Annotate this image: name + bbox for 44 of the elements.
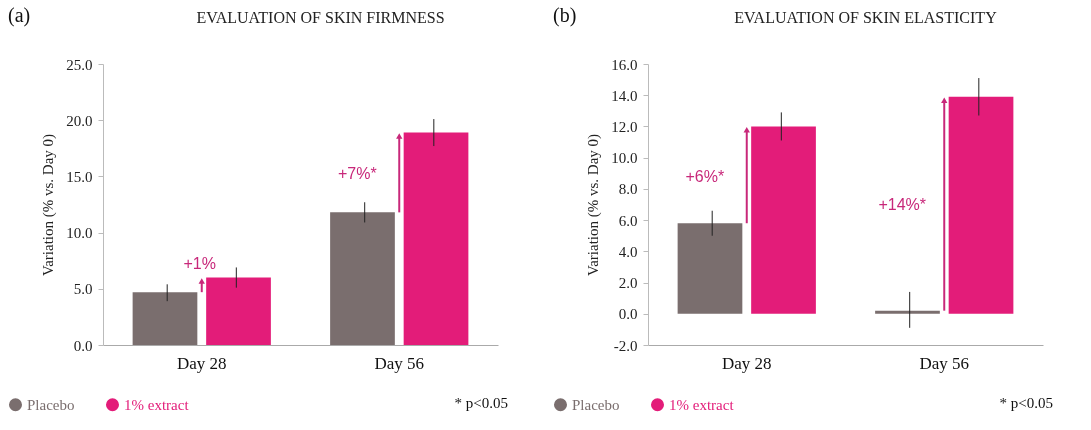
- x-tick-label: Day 28: [721, 353, 772, 373]
- y-tick-label: -2.0: [613, 337, 638, 354]
- y-tick-label: 5.0: [73, 281, 93, 298]
- text: (b): [553, 4, 577, 27]
- annotation: +14%*: [878, 196, 927, 214]
- y-tick-label: 10.0: [611, 150, 638, 167]
- annotation: +1%: [183, 255, 216, 273]
- text: * p<0.05: [999, 395, 1053, 411]
- y-tick-label: 0.0: [618, 306, 638, 323]
- y-axis-title: Variation (% vs. Day 0): [40, 133, 58, 277]
- x-tick-label: Day 56: [919, 353, 970, 373]
- legend-label: 1% extract: [669, 396, 735, 413]
- text: (a): [8, 4, 31, 27]
- y-tick-label: 16.0: [611, 56, 638, 73]
- legend-label: 1% extract: [124, 396, 190, 413]
- bar: [677, 223, 743, 314]
- bar: [751, 126, 816, 314]
- x-tick-label: Day 28: [176, 353, 227, 373]
- annotation: +6%*: [685, 167, 725, 185]
- y-tick-label: 15.0: [66, 168, 93, 185]
- chart-title: EVALUATION OF SKIN FIRMNESS: [196, 9, 445, 26]
- y-tick-label: 2.0: [618, 275, 638, 292]
- chart-title: EVALUATION OF SKIN ELASTICITY: [734, 9, 998, 26]
- y-tick-label: 12.0: [611, 118, 638, 135]
- bar: [132, 292, 198, 345]
- y-tick-label: 4.0: [618, 243, 638, 260]
- y-tick-label: 8.0: [618, 181, 638, 198]
- legend-label: Placebo: [27, 396, 75, 413]
- y-tick-label: 14.0: [611, 87, 638, 104]
- y-axis-title: Variation (% vs. Day 0): [585, 133, 603, 277]
- y-tick-label: 20.0: [66, 112, 93, 129]
- annotation: +7%*: [337, 165, 377, 183]
- x-tick-label: Day 56: [374, 353, 425, 373]
- bar: [330, 212, 395, 345]
- y-tick-label: 10.0: [66, 225, 93, 242]
- bar: [875, 310, 940, 314]
- bar: [206, 277, 271, 345]
- bar: [403, 132, 469, 345]
- bar: [948, 96, 1014, 314]
- legend-label: Placebo: [572, 396, 620, 413]
- y-tick-label: 0.0: [73, 337, 93, 354]
- text: * p<0.05: [454, 395, 508, 411]
- y-tick-label: 25.0: [66, 56, 93, 73]
- y-tick-label: 6.0: [618, 212, 638, 229]
